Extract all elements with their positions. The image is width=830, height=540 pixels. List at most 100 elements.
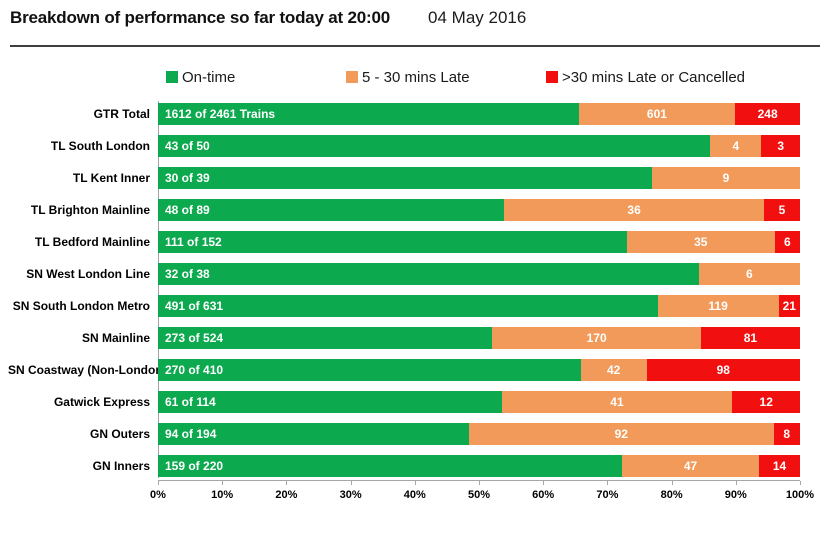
bar-value-label: 170 (586, 331, 607, 345)
bar-segment-on-time: 1612 of 2461 Trains (158, 103, 579, 125)
x-axis-tick (286, 481, 288, 485)
x-axis-tick-label: 50% (467, 489, 491, 501)
bar-value-label: 36 (627, 203, 641, 217)
chart-row: TL South London 43 of 50 4 3 (8, 135, 800, 157)
bar-segment-on-time: 61 of 114 (158, 391, 502, 413)
bar-value-label: 1612 of 2461 Trains (165, 107, 276, 121)
category-label: Gatwick Express (53, 395, 150, 409)
bar-segment-late: 119 (657, 295, 779, 317)
bar-value-label: 270 of 410 (165, 363, 224, 377)
bar-segment-on-time: 159 of 220 (158, 455, 622, 477)
bar-segment-late: 92 (469, 423, 774, 445)
x-axis-tick-label: 90% (724, 489, 747, 501)
bar-value-label: 111 of 152 (165, 235, 222, 249)
bar-segment-on-time: 30 of 39 (158, 167, 652, 189)
bar-value-label: 5 (778, 203, 786, 217)
bar-value-label: 61 of 114 (165, 395, 216, 409)
bar-segment-late: 41 (501, 391, 733, 413)
bar-segment-very-late: 248 (735, 103, 800, 125)
chart-row: GN Outers 94 of 194 92 8 (8, 423, 800, 445)
chart-row: Gatwick Express 61 of 114 41 12 (8, 391, 800, 413)
bar-segment-on-time: 273 of 524 (158, 327, 493, 349)
legend-label: >30 mins Late or Cancelled (562, 68, 746, 86)
category-label: TL South London (50, 139, 150, 153)
bar-segment-very-late: 21 (778, 295, 800, 317)
chart-row: TL Bedford Mainline 111 of 152 35 6 (8, 231, 800, 253)
category-label: SN Mainline (81, 331, 150, 345)
bar-segment-late: 35 (626, 231, 775, 253)
x-axis-tick (543, 481, 545, 485)
bar-value-label: 98 (716, 363, 730, 377)
bar-segment-very-late: 12 (732, 391, 800, 413)
legend-label: 5 - 30 mins Late (362, 68, 470, 86)
legend-item-30-mins-late-or-cancelled: >30 mins Late or Cancelled (546, 69, 745, 86)
bar-segment-on-time: 43 of 50 (158, 135, 711, 157)
x-axis-tick (479, 481, 480, 485)
bar-track: 111 of 152 35 6 (158, 231, 800, 253)
bar-value-label: 48 of 89 (165, 203, 210, 217)
chart-row: SN South London Metro 491 of 631 119 21 (8, 295, 800, 317)
chart-row: SN Mainline 273 of 524 170 81 (8, 327, 800, 349)
bar-value-label: 119 (708, 299, 728, 313)
x-axis-tick-label: 100% (785, 489, 815, 501)
report-header: Breakdown of performance so far today at… (10, 8, 822, 28)
bar-value-label: 35 (694, 235, 708, 249)
bar-track: 61 of 114 41 12 (158, 391, 800, 413)
bar-track: 94 of 194 92 8 (158, 423, 800, 445)
bar-value-label: 21 (782, 299, 796, 313)
bar-value-label: 4 (732, 139, 740, 153)
x-axis-tick-label: 20% (275, 489, 298, 501)
bar-segment-very-late: 81 (700, 327, 800, 349)
bar-value-label: 248 (757, 107, 778, 121)
bar-value-label: 8 (783, 427, 791, 441)
bar-segment-late: 36 (504, 199, 764, 221)
x-axis-tick (735, 481, 737, 485)
bar-value-label: 81 (743, 331, 758, 345)
x-axis-tick-label: 40% (403, 489, 426, 501)
legend-label: On-time (182, 68, 236, 86)
report-page: Breakdown of performance so far today at… (8, 8, 822, 508)
chart-row: SN Coastway (Non-London) 270 of 410 42 98 (8, 359, 800, 381)
category-label: GN Inners (92, 459, 150, 473)
bar-segment-on-time: 491 of 631 (158, 295, 658, 317)
legend-item-on-time: On-time (166, 69, 346, 86)
legend-swatch-icon (166, 71, 178, 83)
category-label: TL Kent Inner (72, 171, 150, 185)
chart-plot-area: GTR Total 1612 of 2461 Trains 601 248 TL Sou… (8, 101, 800, 478)
bar-value-label: 491 of 631 (165, 299, 224, 313)
bar-segment-very-late: 8 (773, 423, 800, 445)
bar-track: 270 of 410 42 98 (158, 359, 800, 381)
bar-segment-late: 4 (710, 135, 762, 157)
category-label: SN West London Line (26, 267, 150, 281)
bar-value-label: 601 (646, 107, 667, 121)
bar-value-label: 6 (745, 267, 753, 281)
bar-segment-on-time: 270 of 410 (158, 359, 581, 381)
report-date: 04 May 2016 (428, 8, 527, 27)
bar-segment-very-late: 5 (763, 199, 800, 221)
bar-value-label: 9 (722, 171, 730, 185)
bar-track: 48 of 89 36 5 (158, 199, 800, 221)
x-axis-tick-label: 10% (211, 489, 234, 501)
bar-value-label: 30 of 39 (165, 171, 210, 185)
performance-stacked-bar-chart: GTR Total 1612 of 2461 Trains 601 248 TL Sou… (8, 101, 814, 508)
x-axis-tick (158, 481, 159, 485)
bar-segment-on-time: 32 of 38 (158, 263, 699, 285)
bar-value-label: 3 (777, 139, 785, 153)
page-title: Breakdown of performance so far today at… (10, 8, 391, 27)
bar-value-label: 42 (606, 363, 621, 377)
axis-spacer (8, 480, 158, 508)
x-axis-tick (222, 481, 224, 485)
bar-segment-late: 9 (651, 167, 800, 189)
x-axis-tick-label: 80% (660, 489, 683, 501)
bar-segment-late: 601 (578, 103, 736, 125)
bar-segment-late: 170 (492, 327, 701, 349)
chart-row: GN Inners 159 of 220 47 14 (8, 455, 800, 477)
bar-segment-late: 6 (698, 263, 800, 285)
bar-value-label: 14 (772, 459, 787, 473)
bar-value-label: 6 (783, 235, 791, 249)
bar-value-label: 41 (610, 395, 624, 409)
bar-segment-late: 42 (580, 359, 647, 381)
title-divider (10, 45, 820, 47)
bar-segment-on-time: 94 of 194 (158, 423, 470, 445)
bar-track: 491 of 631 119 21 (158, 295, 800, 317)
